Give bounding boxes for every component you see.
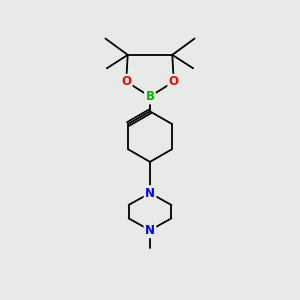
Text: O: O (121, 75, 131, 88)
Text: N: N (145, 187, 155, 200)
Text: N: N (145, 224, 155, 237)
Text: O: O (169, 75, 179, 88)
Text: B: B (146, 90, 154, 103)
